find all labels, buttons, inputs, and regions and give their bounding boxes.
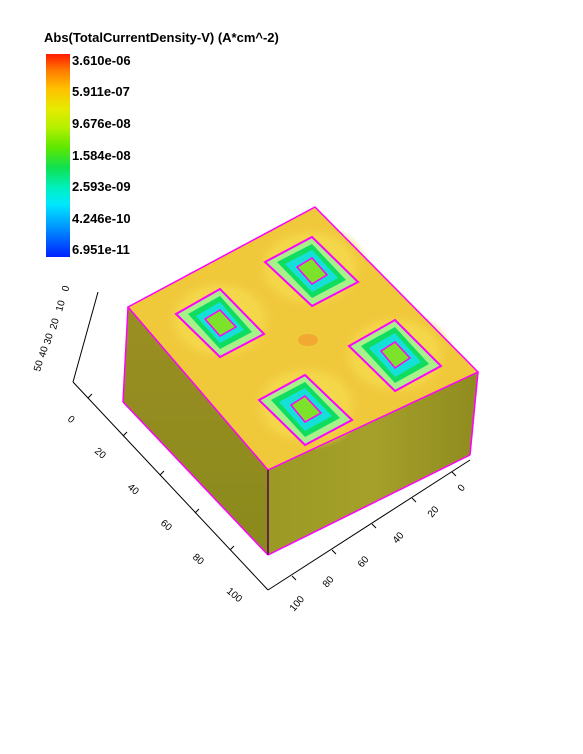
x-axis-line (267, 459, 471, 591)
box-edges (122, 206, 480, 556)
contact-cell (347, 318, 443, 393)
front-face (268, 372, 478, 555)
colorbar-tick: 5.911e-07 (72, 84, 130, 99)
colorbar-title: Abs(TotalCurrentDensity-V) (A*cm^-2) (44, 30, 279, 45)
y-tick-label: 0 (65, 414, 77, 426)
x-tick-label: 40 (391, 530, 407, 546)
axes (72, 291, 471, 591)
contact-cell (174, 287, 266, 359)
z-tick-label: 0 (60, 284, 72, 293)
z-tick-label: 50 (32, 359, 46, 373)
colorbar-tick: 4.246e-10 (72, 211, 131, 226)
contact-cell (257, 373, 354, 447)
x-tick-label: 100 (288, 594, 307, 614)
colorbar-tick: 3.610e-06 (72, 53, 131, 68)
contact-cell (263, 235, 360, 308)
colorbar-tick: 2.593e-09 (72, 179, 131, 194)
z-axis-labels: 0 10 20 30 40 50 (32, 284, 72, 373)
z-tick-label: 30 (42, 332, 56, 346)
colorbar-tick: 9.676e-08 (72, 116, 131, 131)
tick-marks (87, 393, 457, 581)
z-tick-label: 20 (48, 317, 62, 331)
hot-spot (298, 334, 318, 346)
y-tick-label: 40 (125, 482, 141, 498)
z-tick-label: 10 (54, 299, 68, 313)
x-tick-label: 20 (426, 504, 442, 520)
y-axis-line (72, 381, 269, 591)
left-side-face (123, 307, 268, 555)
x-tick-label: 80 (321, 574, 337, 590)
x-tick-label: 0 (456, 482, 468, 494)
colorbar (46, 54, 70, 257)
y-tick-label: 100 (224, 586, 244, 605)
z-tick-label: 40 (37, 345, 51, 359)
colorbar-tick: 1.584e-08 (72, 148, 131, 163)
y-tick-label: 60 (158, 518, 174, 534)
z-axis-line (72, 291, 99, 383)
y-tick-label: 80 (190, 552, 206, 568)
x-tick-label: 60 (356, 554, 372, 570)
colorbar-tick: 6.951e-11 (72, 242, 130, 257)
y-tick-label: 20 (92, 446, 108, 462)
